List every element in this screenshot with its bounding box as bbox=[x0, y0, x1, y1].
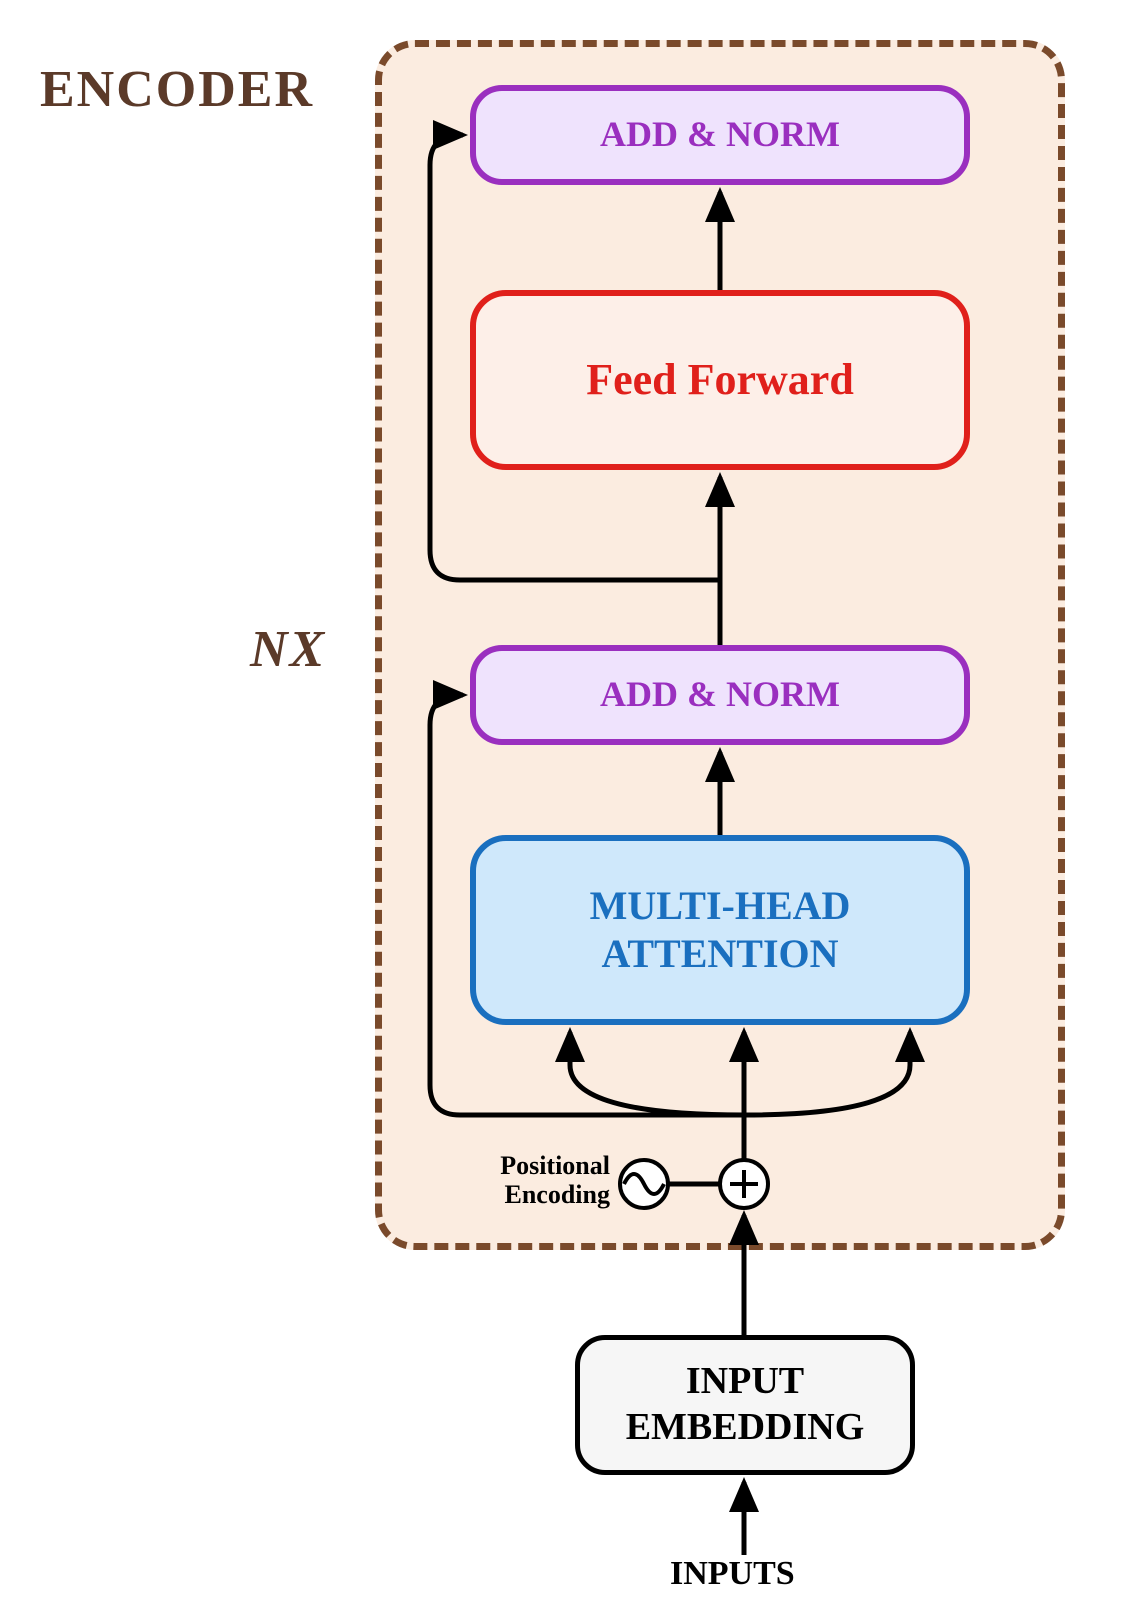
add-norm-bottom-block: ADD & NORM bbox=[470, 645, 970, 745]
nx-label: NX bbox=[250, 620, 326, 679]
input-embedding-block: INPUT EMBEDDING bbox=[575, 1335, 915, 1475]
multi-head-attention-block: MULTI-HEAD ATTENTION bbox=[470, 835, 970, 1025]
add-norm-top-block: ADD & NORM bbox=[470, 85, 970, 185]
multi-head-attention-label: MULTI-HEAD ATTENTION bbox=[590, 882, 851, 978]
feed-forward-block: Feed Forward bbox=[470, 290, 970, 470]
add-norm-bottom-label: ADD & NORM bbox=[600, 673, 840, 716]
add-norm-top-label: ADD & NORM bbox=[600, 113, 840, 156]
input-embedding-label: INPUT EMBEDDING bbox=[626, 1359, 865, 1450]
feed-forward-label: Feed Forward bbox=[586, 354, 854, 407]
inputs-label: INPUTS bbox=[670, 1555, 795, 1592]
encoder-title: ENCODER bbox=[40, 60, 314, 119]
positional-encoding-label: Positional Encoding bbox=[400, 1152, 610, 1209]
